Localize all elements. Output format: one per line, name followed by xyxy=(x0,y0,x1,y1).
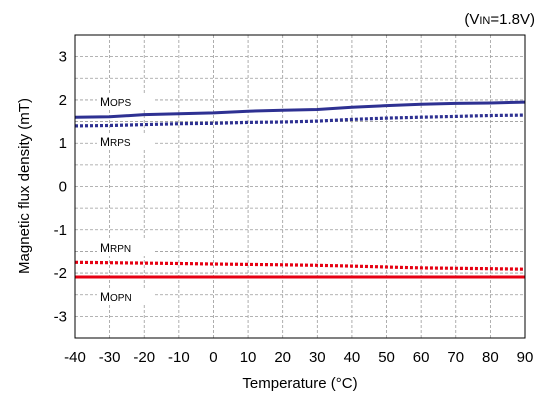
x-tick-label: 40 xyxy=(344,349,361,366)
y-tick-label: 0 xyxy=(59,179,67,196)
x-axis-title: Temperature (°C) xyxy=(242,375,357,392)
y-tick-label: -2 xyxy=(54,265,67,282)
y-tick-label: 2 xyxy=(59,92,67,109)
x-tick-label: 70 xyxy=(447,349,464,366)
y-axis-title: Magnetic flux density (mT) xyxy=(16,98,33,274)
x-tick-label: 90 xyxy=(517,349,534,366)
x-tick-label: -20 xyxy=(133,349,155,366)
plot-frame xyxy=(74,34,526,339)
x-tick-label: -10 xyxy=(168,349,190,366)
series-line-mrpn xyxy=(74,260,526,271)
y-tick-label: -1 xyxy=(54,222,67,239)
x-tick-label: 80 xyxy=(482,349,499,366)
series-label-bg xyxy=(97,240,155,256)
x-tick-label: -30 xyxy=(99,349,121,366)
series-label-mopn: MOPN xyxy=(100,290,132,304)
y-tick-label: 1 xyxy=(59,135,67,152)
series-line-mops xyxy=(74,100,526,119)
series-layer xyxy=(74,100,526,279)
x-tick-label: 60 xyxy=(413,349,430,366)
y-tick-label: 3 xyxy=(59,49,67,66)
series-label-mrps: MRPS xyxy=(100,135,131,149)
x-tick-label: -40 xyxy=(64,349,86,366)
series-label-bg xyxy=(97,94,155,110)
x-tick-label: 50 xyxy=(378,349,395,366)
x-tick-label: 10 xyxy=(240,349,257,366)
series-line-mrps xyxy=(74,113,526,128)
frame-layer xyxy=(74,34,526,339)
series-label-mrpn: MRPN xyxy=(100,241,131,255)
series-label-bg xyxy=(97,289,155,305)
y-tick-label: -3 xyxy=(54,308,67,325)
x-tick-label: 30 xyxy=(309,349,326,366)
x-tick-label: 20 xyxy=(274,349,291,366)
x-tick-label: 0 xyxy=(209,349,217,366)
condition-label: (VIN=1.8V) xyxy=(464,11,535,28)
series-label-mops: MOPS xyxy=(100,95,131,109)
series-label-bg xyxy=(97,134,155,150)
